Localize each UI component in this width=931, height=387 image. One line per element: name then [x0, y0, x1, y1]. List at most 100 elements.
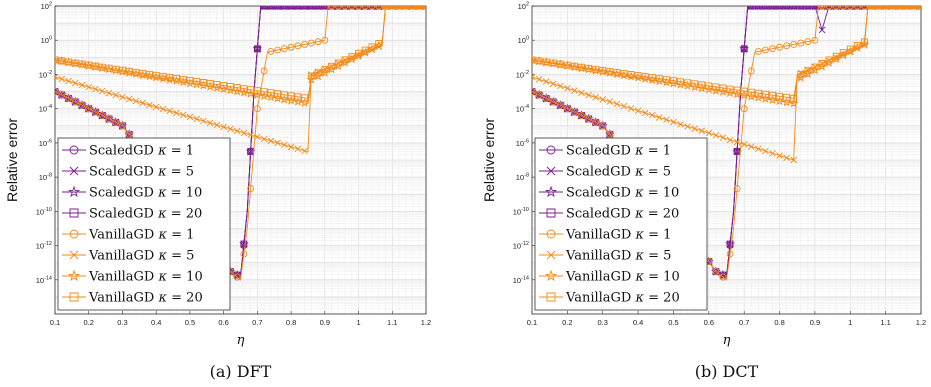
- data-point: [274, 6, 282, 10]
- data-point: [119, 122, 126, 130]
- data-point: [762, 6, 769, 11]
- data-point: [292, 96, 303, 106]
- data-point: [585, 115, 593, 123]
- data-point: [648, 111, 656, 119]
- y-tick-label: 10-14: [513, 275, 529, 285]
- data-point: [896, 6, 903, 11]
- data-point: [769, 149, 776, 157]
- data-point: [389, 6, 396, 11]
- data-point: [132, 68, 140, 76]
- data-point: [776, 6, 783, 11]
- data-point: [287, 92, 295, 100]
- data-point: [790, 6, 798, 10]
- data-point: [613, 68, 621, 76]
- data-point: [280, 91, 288, 99]
- data-point: [240, 85, 248, 93]
- data-point: [253, 105, 261, 113]
- data-point: [839, 49, 847, 57]
- data-point: [368, 43, 376, 51]
- data-point: [132, 97, 140, 105]
- data-point: [193, 78, 201, 85]
- data-point: [105, 89, 113, 97]
- data-point: [342, 6, 349, 11]
- x-tick-label: 0.6: [704, 318, 714, 327]
- data-point: [847, 6, 854, 11]
- data-point: [301, 6, 309, 10]
- x-tick-label: 0.3: [117, 318, 127, 327]
- data-point: [179, 111, 187, 119]
- data-point: [549, 98, 557, 106]
- y-axis-label: Relative error: [481, 118, 497, 202]
- legend-entry: VanillaGD κ = 20: [88, 291, 203, 306]
- data-point: [776, 43, 783, 51]
- series-vanillagd-20: [532, 6, 921, 102]
- data-point: [691, 125, 698, 132]
- legend-swatch-marker: [546, 292, 556, 302]
- data-point: [790, 94, 798, 102]
- data-point: [705, 82, 713, 90]
- data-point: [790, 6, 797, 11]
- x-tick-label: 0.4: [633, 318, 643, 327]
- data-point: [790, 40, 798, 48]
- y-tick-label: 10-2: [39, 70, 52, 80]
- data-point: [620, 102, 628, 110]
- data-point: [92, 108, 99, 116]
- data-point: [761, 6, 769, 10]
- data-point: [78, 60, 86, 68]
- data-point: [334, 59, 342, 67]
- data-point: [839, 6, 847, 10]
- data-point: [882, 6, 890, 10]
- data-point: [684, 123, 691, 130]
- data-point: [578, 112, 585, 119]
- data-point: [71, 79, 79, 87]
- data-point: [896, 6, 904, 10]
- data-point: [535, 91, 543, 99]
- data-point: [388, 6, 396, 10]
- data-point: [261, 6, 268, 11]
- data-point: [396, 6, 403, 11]
- data-point: [853, 6, 861, 10]
- x-tick-label: 0.2: [562, 318, 572, 327]
- series-line: [55, 6, 426, 153]
- data-point: [641, 73, 649, 81]
- legend-swatch-marker: [546, 208, 556, 218]
- data-point: [321, 36, 329, 44]
- data-point: [549, 80, 557, 88]
- data-point: [328, 6, 336, 10]
- x-tick-label: 1: [848, 318, 852, 327]
- legend-swatch-marker: [67, 185, 81, 198]
- data-point: [78, 101, 86, 109]
- data-point: [274, 90, 282, 98]
- data-point: [818, 6, 825, 11]
- x-tick-label: 0.7: [252, 318, 262, 327]
- data-point: [58, 57, 66, 65]
- data-point: [260, 135, 268, 143]
- x-tick-label: 1.1: [880, 318, 890, 327]
- data-point: [206, 119, 214, 127]
- data-point: [299, 97, 310, 108]
- data-point: [655, 75, 663, 83]
- data-point: [549, 59, 557, 67]
- x-tick-label: 0.4: [151, 318, 161, 327]
- data-point: [416, 6, 423, 11]
- data-point: [260, 88, 268, 96]
- data-point: [761, 90, 769, 98]
- data-point: [301, 40, 309, 48]
- data-point: [287, 6, 295, 10]
- data-point: [375, 6, 382, 11]
- legend-entry: ScaledGD κ = 10: [566, 186, 679, 201]
- data-point: [804, 6, 812, 10]
- data-point: [58, 91, 66, 99]
- data-point: [422, 6, 426, 10]
- data-point: [307, 6, 315, 10]
- data-point: [733, 138, 741, 146]
- legend-swatch-marker: [544, 269, 558, 282]
- y-tick-label: 10-12: [36, 241, 52, 251]
- data-point: [767, 94, 778, 105]
- legend-box: [57, 137, 231, 311]
- data-point: [599, 122, 607, 130]
- data-point: [166, 73, 174, 81]
- data-point: [634, 107, 642, 115]
- data-point: [307, 72, 315, 80]
